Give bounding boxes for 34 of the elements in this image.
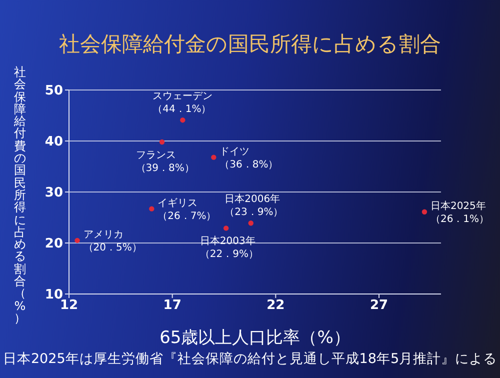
point — [74, 238, 80, 244]
text: スウェーデン — [152, 91, 213, 102]
data-label: （44．1%） — [152, 104, 212, 116]
series-label: 日本2025年 — [430, 200, 486, 212]
point — [211, 154, 216, 160]
y-tick-label: 30 — [44, 186, 63, 201]
x-tick-label: 27 — [370, 298, 388, 314]
point — [159, 139, 165, 145]
x-tick-label: 17 — [163, 298, 182, 314]
point — [223, 226, 229, 231]
text: 日本2025年は厚生労働省『社会保障の給付と見通し平成18年5月推計』による — [2, 350, 498, 368]
point — [422, 209, 428, 214]
y-tick-label: 50 — [44, 84, 63, 99]
data-label: （36．8%） — [220, 159, 278, 170]
y-tick-label: 40 — [44, 134, 63, 150]
data-label: （20．5%） — [83, 242, 142, 254]
data-label: （23．9%） — [224, 207, 284, 218]
point — [248, 220, 254, 226]
x-axis-title: 65歳以上人口比率（%） — [158, 327, 352, 349]
x-tick-label: 22 — [266, 298, 285, 314]
data-label: （22．9%） — [200, 249, 258, 260]
series-label: アメリカ — [83, 229, 124, 240]
text: 社会保障給付費の国民所得に占める割合（%） — [14, 65, 26, 325]
point — [180, 117, 186, 123]
data-label: （26．7%） — [158, 210, 216, 222]
series-label: フランス — [136, 150, 176, 162]
text: 日本2006年 — [224, 193, 280, 206]
y-tick-label: 20 — [44, 236, 63, 252]
series-label: ドイツ — [220, 146, 250, 158]
series-label: イギリス — [158, 196, 198, 209]
chart-title: 社会保障給付金の国民所得に占める割合 — [58, 31, 442, 58]
data-label: （26．1%） — [430, 214, 490, 225]
point — [149, 206, 154, 212]
data-label: （39．8%） — [136, 163, 194, 174]
